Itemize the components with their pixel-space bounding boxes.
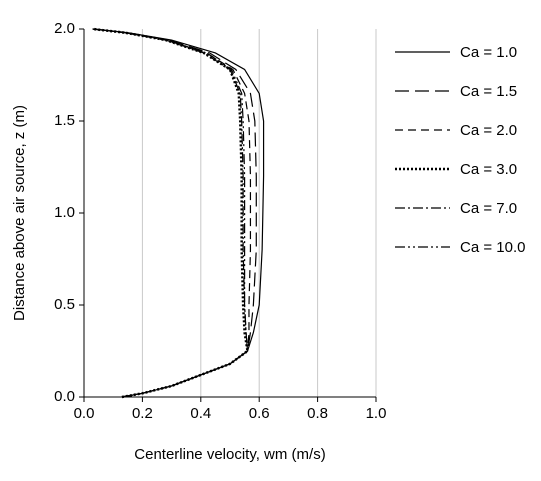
y-tick-label: 1.5: [54, 112, 75, 129]
legend-label: Ca = 1.0: [460, 44, 517, 61]
line-series: [92, 28, 252, 398]
legend-label: Ca = 7.0: [460, 200, 517, 217]
line-series: [92, 27, 249, 399]
x-tick-label: 0.6: [249, 405, 270, 422]
x-tick-label: 1.0: [366, 405, 387, 422]
x-tick-label: 0.4: [190, 405, 211, 422]
legend-label: Ca = 3.0: [460, 161, 517, 178]
line-series: [92, 28, 257, 398]
line-series: [92, 28, 265, 398]
legend-label: Ca = 2.0: [460, 122, 517, 139]
x-axis-title: Centerline velocity, wm (m/s): [134, 446, 325, 463]
line-series: [92, 28, 249, 398]
line-series: [92, 28, 249, 398]
y-tick-label: 0.0: [54, 388, 75, 405]
x-tick-label: 0.0: [74, 405, 95, 422]
legend-label: Ca = 10.0: [460, 239, 525, 256]
y-axis-title: Distance above air source, z (m): [11, 105, 28, 321]
legend-label: Ca = 1.5: [460, 83, 517, 100]
x-tick-label: 0.8: [307, 405, 328, 422]
y-tick-label: 2.0: [54, 20, 75, 37]
y-tick-label: 1.0: [54, 204, 75, 221]
y-tick-label: 0.5: [54, 296, 75, 313]
x-tick-label: 0.2: [132, 405, 153, 422]
